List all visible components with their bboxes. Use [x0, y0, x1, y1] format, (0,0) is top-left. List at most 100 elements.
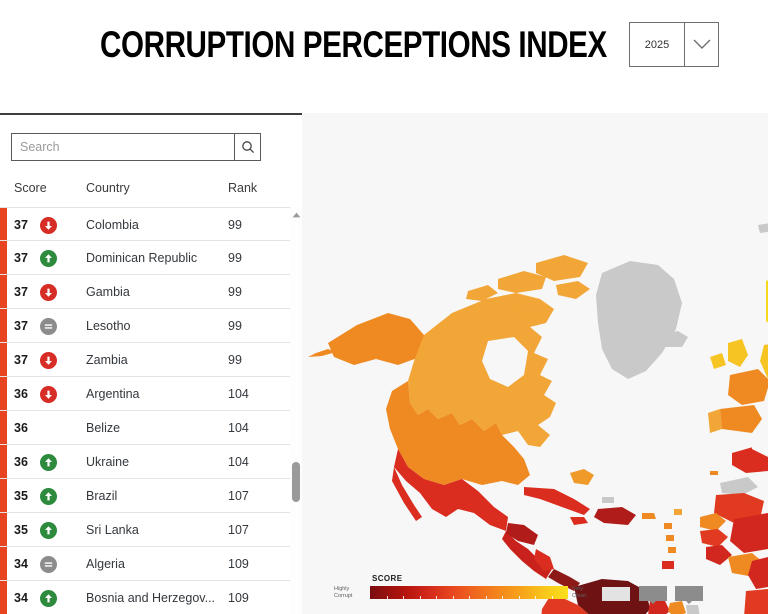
table-row[interactable]: 37 Zambia 99 [0, 343, 290, 377]
row-country: Lesotho [86, 319, 131, 333]
scroll-up-arrow-icon[interactable] [290, 210, 302, 220]
trend-down-icon [40, 284, 57, 301]
map-region-canadian-arctic-5 [514, 301, 546, 315]
row-country: Ukraine [86, 455, 130, 469]
row-score-stripe [0, 547, 7, 580]
row-score-stripe [0, 241, 7, 274]
chevron-down-icon[interactable] [685, 23, 718, 66]
table-body: 37 Colombia 99 37 Dominican Republic 99 37 Gamb… [0, 207, 302, 614]
map-region-bahamas [570, 469, 594, 485]
map-region-western-sahara [720, 477, 758, 495]
legend-no-data-swatch [602, 587, 630, 601]
map-region-nigeria [748, 557, 768, 589]
row-rank: 99 [228, 218, 242, 232]
search-icon[interactable] [234, 133, 261, 161]
row-score: 37 [14, 218, 28, 232]
map-region-hudson-bay [482, 337, 528, 387]
table-row[interactable]: 37 Gambia 99 [0, 275, 290, 309]
map-region-canadian-arctic-4 [556, 281, 590, 299]
row-rank: 109 [228, 591, 249, 605]
map-region-iceland [656, 331, 688, 347]
row-rank: 99 [228, 353, 242, 367]
scrollbar-thumb[interactable] [292, 462, 300, 502]
map-region-jamaica [570, 517, 588, 525]
row-country: Gambia [86, 285, 130, 299]
row-score-stripe [0, 208, 7, 240]
row-score-stripe [0, 411, 7, 444]
map-region-cuba [524, 487, 590, 515]
search-row [11, 133, 261, 161]
map-region-nicaragua [534, 549, 554, 571]
row-rank: 104 [228, 387, 249, 401]
map-region-cape-verde [674, 509, 682, 515]
map-region-svalbard-2 [758, 223, 768, 233]
table-row[interactable]: 37 Dominican Republic 99 [0, 241, 290, 275]
row-score-stripe [0, 581, 7, 614]
row-rank: 104 [228, 421, 249, 435]
map-region-mediterranean-sea [750, 432, 768, 457]
table-scrollbar[interactable] [290, 207, 302, 614]
trend-up-icon [40, 590, 57, 607]
row-country: Argentina [86, 387, 140, 401]
row-rank: 107 [228, 489, 249, 503]
table-row[interactable]: 36 Argentina 104 [0, 377, 290, 411]
row-score: 37 [14, 353, 28, 367]
map-region-canary [710, 471, 718, 475]
trend-up-icon [40, 488, 57, 505]
map-region-panama [548, 569, 580, 591]
map-region-united-states [386, 381, 530, 485]
row-score: 36 [14, 387, 28, 401]
map-region-aleutians [308, 349, 336, 357]
row-country: Algeria [86, 557, 125, 571]
row-rank: 104 [228, 455, 249, 469]
map-region-baja [392, 467, 422, 521]
map-region-trinidad [662, 561, 674, 569]
row-score: 34 [14, 591, 28, 605]
table-rows: 37 Colombia 99 37 Dominican Republic 99 37 Gamb… [0, 207, 290, 614]
column-header-score[interactable]: Score [14, 181, 47, 195]
column-header-rank[interactable]: Rank [228, 181, 258, 195]
row-rank: 99 [228, 251, 242, 265]
legend-button-1[interactable] [639, 586, 667, 604]
year-select[interactable]: 2025 [629, 22, 719, 67]
world-map-svg[interactable] [302, 113, 768, 614]
map-region-puerto-rico [642, 513, 656, 519]
map-region-sierra-leone-liberia [706, 545, 732, 565]
trend-up-icon [40, 250, 57, 267]
row-country: Belize [86, 421, 121, 435]
row-rank: 107 [228, 523, 249, 537]
column-header-country[interactable]: Country [86, 181, 130, 195]
world-map[interactable]: SCORE Highly Corrupt Very Clean [302, 113, 768, 614]
legend-label-low: Highly Corrupt [334, 586, 353, 599]
table-row[interactable]: 34 Algeria 109 [0, 547, 290, 581]
table-row[interactable]: 37 Lesotho 99 [0, 309, 290, 343]
legend-button-2[interactable] [675, 586, 703, 604]
row-score: 34 [14, 557, 28, 571]
row-country: Zambia [86, 353, 128, 367]
table-row[interactable]: 34 Bosnia and Herzegov... 109 [0, 581, 290, 614]
map-region-cameroon-congo [744, 589, 768, 614]
table-row[interactable]: 35 Brazil 107 [0, 479, 290, 513]
table-row[interactable]: 36 Belize 104 [0, 411, 290, 445]
trend-same-icon [40, 318, 57, 335]
row-score: 37 [14, 319, 28, 333]
row-score-stripe [0, 343, 7, 376]
page-header: CORRUPTION PERCEPTIONS INDEX 2025 [0, 0, 768, 113]
page-title: CORRUPTION PERCEPTIONS INDEX [100, 24, 607, 65]
map-region-alaska [328, 313, 424, 365]
map-region-canada [408, 293, 556, 447]
row-score: 35 [14, 523, 28, 537]
map-region-mauritania [714, 493, 764, 523]
table-row[interactable]: 37 Colombia 99 [0, 207, 290, 241]
row-score-stripe [0, 445, 7, 478]
trend-same-icon [40, 556, 57, 573]
table-row[interactable]: 35 Sri Lanka 107 [0, 513, 290, 547]
map-region-denmark-germany [760, 344, 768, 379]
map-region-lesser-antilles-3 [668, 547, 676, 553]
map-region-mexico [394, 449, 508, 531]
map-region-spain [720, 405, 762, 433]
row-rank: 99 [228, 319, 242, 333]
map-region-ireland [710, 353, 726, 369]
table-row[interactable]: 36 Ukraine 104 [0, 445, 290, 479]
search-input[interactable] [11, 133, 234, 161]
